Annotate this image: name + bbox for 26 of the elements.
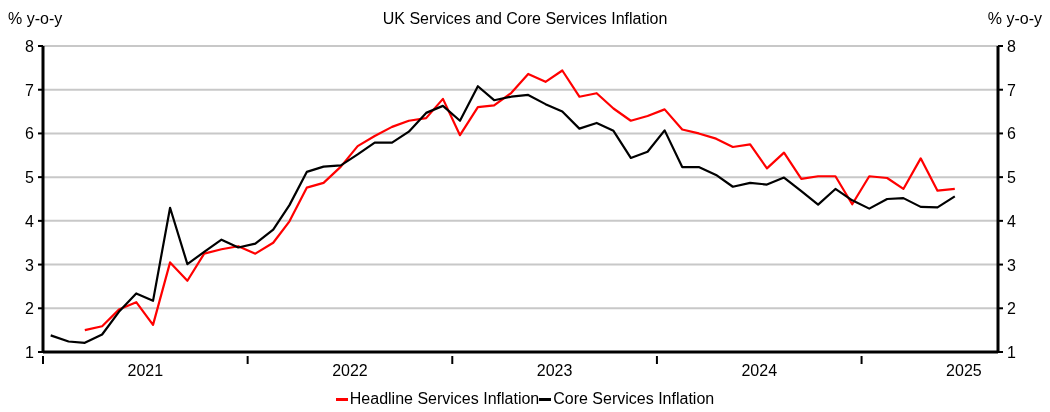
y-tick-label: 3 — [25, 256, 35, 274]
y2-tick-label: 8 — [1007, 38, 1016, 55]
y-tick-label: 4 — [25, 212, 35, 230]
y2-axis-title: % y-o-y — [987, 10, 1042, 28]
y-tick-label: 5 — [25, 169, 35, 187]
x-tick-label: 2025 — [946, 362, 982, 379]
y-tick-label: 6 — [25, 125, 35, 143]
y2-tick-label: 1 — [1007, 344, 1016, 361]
y2-tick-label: 3 — [1007, 256, 1016, 274]
x-tick-label: 2023 — [536, 362, 573, 379]
legend-label: Headline Services Inflation — [348, 390, 540, 408]
x-tick-label: 2024 — [741, 362, 778, 379]
y-axis-title: % y-o-y — [8, 10, 63, 28]
y-tick-label: 1 — [25, 344, 35, 361]
y-tick-label: 8 — [25, 38, 35, 55]
y2-tick-label: 6 — [1007, 125, 1016, 143]
y2-tick-label: 7 — [1007, 81, 1016, 99]
y2-tick-label: 2 — [1007, 300, 1016, 318]
y2-tick-label: 5 — [1007, 169, 1016, 187]
x-tick-label: 2022 — [332, 362, 368, 379]
legend-label: Core Services Inflation — [552, 390, 715, 408]
y2-tick-label: 4 — [1007, 212, 1016, 230]
y-tick-label: 2 — [25, 300, 35, 318]
y-tick-label: 7 — [25, 81, 35, 99]
chart-title: UK Services and Core Services Inflation — [382, 10, 668, 27]
x-tick-label: 2021 — [127, 362, 164, 379]
